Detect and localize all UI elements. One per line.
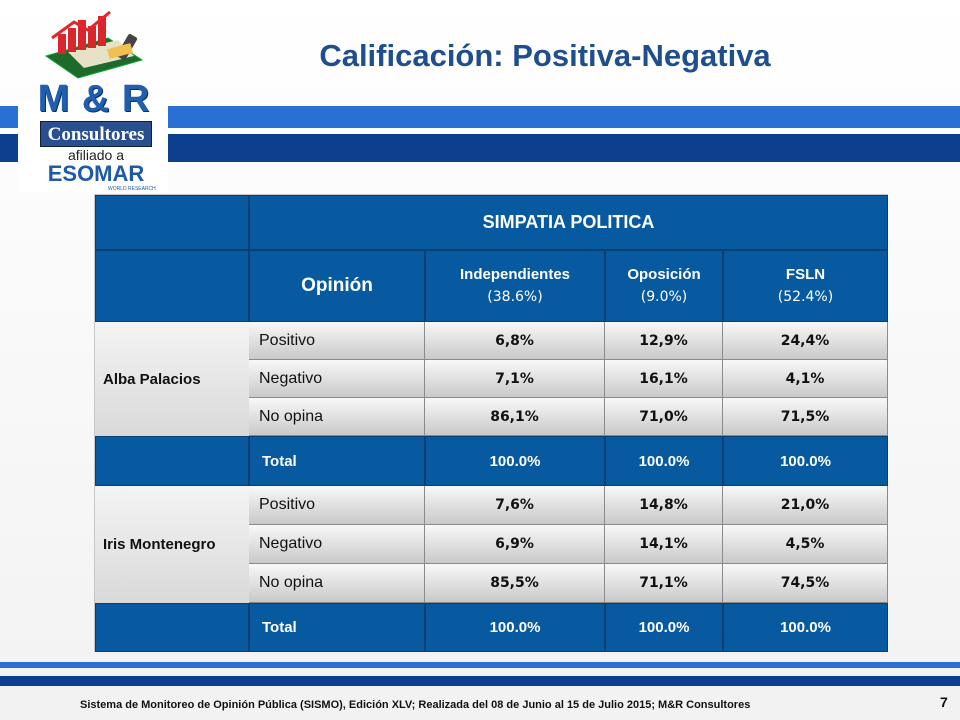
value-cell: 6,9%: [425, 525, 605, 564]
header-corner-bottom: [95, 250, 249, 322]
column-header-independientes: Independientes (38.6%): [425, 250, 605, 322]
value-cell: 71,5%: [723, 398, 888, 436]
column-name: Oposición: [627, 266, 701, 283]
logo-world-research: WORLD RESEARCH: [108, 186, 156, 192]
column-header-fsln: FSLN (52.4%): [723, 250, 888, 322]
total-value: 100.0%: [605, 603, 723, 652]
total-value: 100.0%: [425, 603, 605, 652]
group-label-alba-palacios: Alba Palacios: [95, 322, 249, 436]
total-value: 100.0%: [605, 436, 723, 486]
column-pct: (52.4%): [777, 289, 834, 305]
total-label: Total: [249, 436, 425, 486]
page-title: Calificación: Positiva-Negativa: [319, 38, 771, 73]
value-cell: 14,8%: [605, 486, 723, 525]
value-cell: 86,1%: [425, 398, 605, 436]
opinion-header: Opinión: [249, 250, 425, 322]
value-cell: 21,0%: [723, 486, 888, 525]
row-label-negativo: Negativo: [249, 525, 425, 564]
footer-source-note: Sistema de Monitoreo de Opinión Pública …: [80, 699, 751, 711]
row-label-positivo: Positivo: [249, 486, 425, 525]
row-label-no-opina: No opina: [249, 564, 425, 603]
total-row-blank: [95, 436, 249, 486]
logo-consultores: Consultores: [40, 121, 152, 147]
value-cell: 16,1%: [605, 360, 723, 398]
header-corner-top: [95, 195, 249, 250]
value-cell: 6,8%: [425, 322, 605, 360]
chart-logo-icon: [44, 10, 144, 79]
value-cell: 4,5%: [723, 525, 888, 564]
column-header-oposicion: Oposición (9.0%): [605, 250, 723, 322]
value-cell: 4,1%: [723, 360, 888, 398]
page-number: 7: [940, 694, 948, 710]
row-label-negativo: Negativo: [249, 360, 425, 398]
total-label: Total: [249, 603, 425, 652]
value-cell: 85,5%: [425, 564, 605, 603]
group-label-iris-montenegro: Iris Montenegro: [95, 486, 249, 603]
column-pct: (9.0%): [640, 289, 688, 305]
value-cell: 74,5%: [723, 564, 888, 603]
value-cell: 71,0%: [605, 398, 723, 436]
row-label-no-opina: No opina: [249, 398, 425, 436]
total-row-blank: [95, 603, 249, 652]
logo-brand: M & R: [37, 78, 151, 120]
value-cell: 71,1%: [605, 564, 723, 603]
value-cell: 7,6%: [425, 486, 605, 525]
company-logo: M & R Consultores afiliado a ESOMAR WORL…: [28, 8, 160, 192]
header-band-light: [0, 106, 960, 128]
value-cell: 24,4%: [723, 322, 888, 360]
total-value: 100.0%: [425, 436, 605, 486]
column-name: FSLN: [785, 266, 826, 283]
results-table: SIMPATIA POLITICA Opinión Independientes…: [94, 194, 888, 652]
logo-esomar: ESOMAR: [47, 161, 145, 186]
value-cell: 14,1%: [605, 525, 723, 564]
value-cell: 12,9%: [605, 322, 723, 360]
logo-afiliado: afiliado a: [67, 147, 125, 163]
column-pct: (38.6%): [487, 289, 543, 305]
simpatia-header: SIMPATIA POLITICA: [249, 195, 888, 250]
column-name: Independientes: [459, 266, 571, 283]
row-label-positivo: Positivo: [249, 322, 425, 360]
total-value: 100.0%: [723, 436, 888, 486]
footer-band-dark: [0, 676, 960, 686]
footer-band-light: [0, 662, 960, 668]
total-value: 100.0%: [723, 603, 888, 652]
value-cell: 7,1%: [425, 360, 605, 398]
